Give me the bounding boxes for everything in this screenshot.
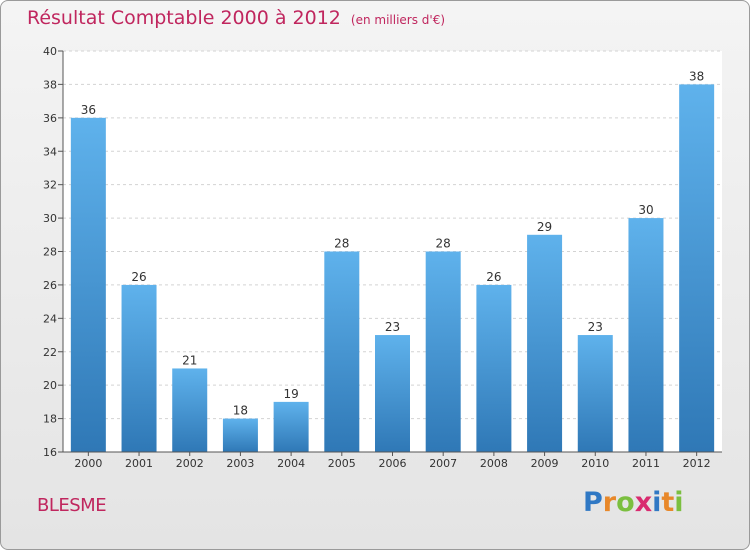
- proxiti-logo: Proxiti: [583, 487, 684, 518]
- bar: [172, 368, 208, 452]
- bar: [375, 335, 410, 452]
- bar: [70, 117, 106, 452]
- x-tick-label: 2004: [277, 457, 305, 470]
- logo-letter: t: [661, 487, 675, 518]
- y-tick-label: 26: [43, 279, 57, 292]
- x-tick-label: 2010: [581, 457, 609, 470]
- x-tick-label: 2012: [683, 457, 711, 470]
- y-tick-label: 16: [43, 446, 57, 459]
- bar-value-label: 30: [638, 203, 653, 217]
- x-tick-label: 2009: [531, 457, 559, 470]
- x-tick-label: 2003: [226, 457, 254, 470]
- bar-value-label: 38: [689, 69, 704, 83]
- y-tick-label: 30: [43, 212, 57, 225]
- y-tick-label: 24: [43, 312, 57, 325]
- bar: [527, 234, 563, 452]
- x-tick-label: 2007: [429, 457, 457, 470]
- logo-letter: x: [634, 487, 653, 518]
- logo-letter: o: [616, 487, 635, 518]
- bar-value-label: 18: [233, 404, 248, 418]
- bar-value-label: 21: [182, 353, 197, 367]
- logo-letter: i: [674, 487, 684, 518]
- x-tick-label: 2005: [328, 457, 356, 470]
- y-tick-label: 22: [43, 346, 57, 359]
- logo-letter: r: [602, 487, 617, 518]
- bar: [324, 251, 360, 452]
- x-tick-label: 2006: [379, 457, 407, 470]
- bar-value-label: 28: [436, 237, 451, 251]
- bar: [476, 284, 512, 452]
- bar-value-label: 36: [81, 103, 96, 117]
- logo-letter: i: [652, 487, 662, 518]
- y-tick-label: 20: [43, 379, 57, 392]
- y-tick-label: 38: [43, 78, 57, 91]
- chart-title: Résultat Comptable 2000 à 2012: [27, 7, 341, 29]
- commune-name: BLESME: [37, 495, 107, 516]
- y-tick-label: 28: [43, 246, 57, 259]
- bar-value-label: 26: [131, 270, 146, 284]
- bar: [425, 251, 461, 452]
- bar-value-label: 19: [283, 387, 298, 401]
- chart-subtitle: (en milliers d'€): [350, 13, 446, 27]
- bar: [222, 418, 258, 452]
- x-tick-label: 2001: [125, 457, 153, 470]
- bar: [273, 401, 309, 452]
- bar-value-label: 28: [334, 237, 349, 251]
- bar-value-label: 23: [385, 320, 400, 334]
- y-tick-label: 18: [43, 413, 57, 426]
- x-tick-label: 2008: [480, 457, 508, 470]
- y-tick-label: 36: [43, 112, 57, 125]
- y-tick-label: 34: [43, 145, 57, 158]
- bar-value-label: 23: [588, 320, 603, 334]
- bar-value-label: 29: [537, 220, 552, 234]
- y-tick-label: 40: [43, 45, 57, 58]
- bar: [679, 84, 715, 453]
- x-tick-label: 2002: [176, 457, 204, 470]
- bar-value-label: 26: [486, 270, 501, 284]
- logo-letter: P: [583, 487, 603, 518]
- y-tick-label: 32: [43, 179, 57, 192]
- bar: [577, 335, 613, 452]
- bar: [628, 218, 664, 452]
- title-block: Résultat Comptable 2000 à 2012 (en millie…: [27, 7, 445, 29]
- x-tick-label: 2011: [632, 457, 660, 470]
- x-tick-label: 2000: [74, 457, 102, 470]
- bar: [121, 284, 157, 452]
